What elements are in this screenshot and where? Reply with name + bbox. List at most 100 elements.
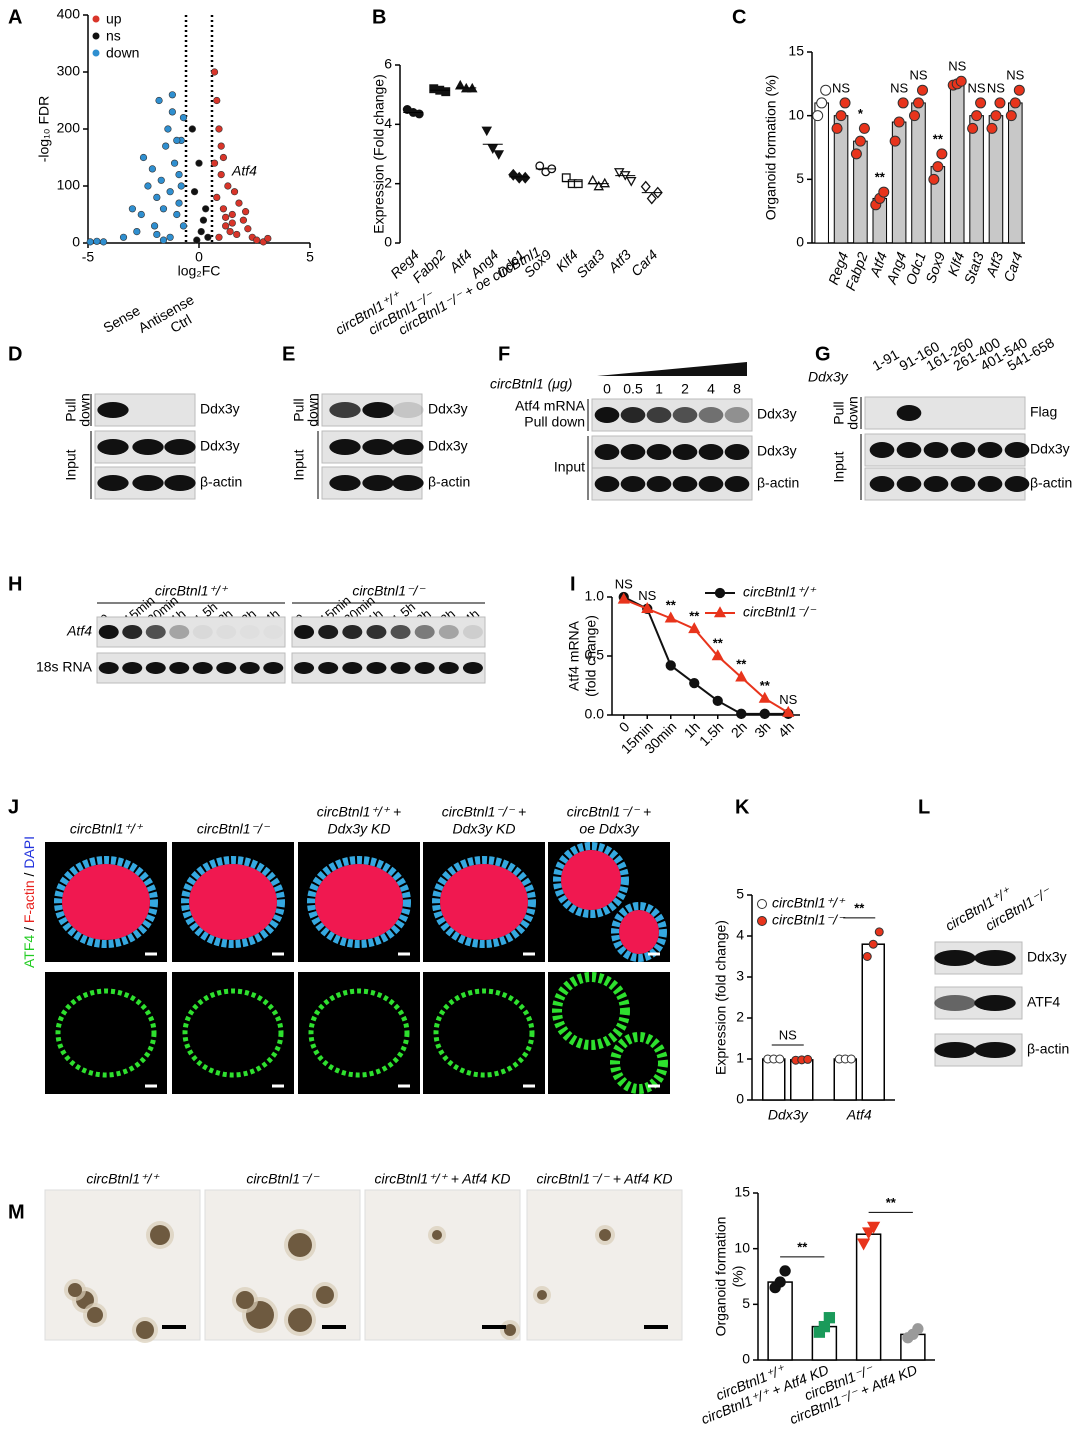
protein-label: β-actin bbox=[428, 474, 470, 490]
significance: NS bbox=[779, 692, 797, 707]
band bbox=[698, 444, 724, 460]
legend-label: circBtnl1⁻/⁻ bbox=[743, 604, 817, 620]
organoid-lumen bbox=[619, 910, 659, 954]
x-tick-label: 0 bbox=[195, 249, 203, 265]
organoid-lumen bbox=[189, 864, 277, 940]
band bbox=[620, 476, 646, 492]
stain-part: / bbox=[21, 869, 37, 881]
point bbox=[179, 113, 188, 122]
column-label: circBtnl1⁺/⁺ + Atf4 KD bbox=[374, 1171, 510, 1187]
organoid-lumen bbox=[561, 850, 621, 910]
band bbox=[263, 662, 284, 674]
brightfield-image bbox=[44, 1189, 201, 1341]
lane-label: 0 bbox=[603, 381, 611, 397]
x-tick-label: Ddx3y bbox=[768, 1107, 809, 1123]
point bbox=[820, 84, 832, 96]
x-tick-label: 3h bbox=[751, 718, 773, 740]
column-label: circBtnl1⁻/⁻ + bbox=[442, 804, 526, 820]
significance: * bbox=[858, 106, 864, 121]
significance: NS bbox=[968, 80, 986, 95]
band bbox=[977, 476, 1003, 492]
column-label: Ddx3y KD bbox=[452, 821, 515, 837]
lane-label: 4 bbox=[707, 381, 715, 397]
point bbox=[159, 236, 168, 244]
y-tick-label: 0 bbox=[72, 234, 80, 250]
point bbox=[779, 1265, 791, 1277]
band bbox=[390, 625, 411, 639]
lane-label: Sense bbox=[100, 302, 143, 336]
column-label: oe Ddx3y bbox=[579, 821, 639, 837]
band bbox=[318, 625, 339, 639]
band bbox=[239, 662, 260, 674]
y-tick-label: 2 bbox=[384, 174, 392, 190]
point bbox=[215, 233, 223, 241]
y-axis-label: Expression (Fold change) bbox=[371, 74, 387, 234]
point bbox=[197, 228, 205, 236]
legend-label: circBtnl1⁺/⁺ bbox=[743, 584, 817, 600]
y-tick-label: 10 bbox=[734, 1239, 750, 1255]
point bbox=[202, 205, 210, 213]
point bbox=[688, 622, 701, 634]
point bbox=[535, 161, 545, 171]
organoid-core bbox=[432, 1230, 442, 1240]
point bbox=[1005, 110, 1017, 122]
panel-label: A bbox=[8, 6, 22, 28]
legend-label: down bbox=[106, 45, 139, 61]
significance: NS bbox=[1006, 68, 1024, 83]
organoid-core bbox=[316, 1286, 334, 1304]
x-tick-label: Atf4 bbox=[846, 1107, 872, 1123]
band bbox=[950, 442, 976, 458]
y-tick-label: 1 bbox=[736, 1050, 744, 1066]
band bbox=[132, 475, 164, 491]
organoid-core bbox=[288, 1308, 312, 1332]
point bbox=[177, 182, 185, 190]
point bbox=[414, 109, 424, 119]
point bbox=[967, 122, 979, 134]
x-axis-label: log₂FC bbox=[178, 263, 221, 279]
point bbox=[454, 79, 466, 90]
y-tick-label: 0 bbox=[736, 1091, 744, 1107]
point bbox=[188, 125, 196, 133]
band bbox=[392, 402, 424, 418]
bar bbox=[911, 102, 926, 244]
point bbox=[986, 122, 998, 134]
significance: NS bbox=[779, 1027, 797, 1042]
organoid-core bbox=[136, 1321, 154, 1339]
point bbox=[878, 186, 890, 198]
point bbox=[889, 135, 901, 147]
point bbox=[646, 192, 657, 205]
significance: ** bbox=[689, 608, 700, 623]
band bbox=[978, 405, 1003, 421]
bar bbox=[969, 115, 984, 244]
point bbox=[917, 84, 928, 96]
point bbox=[736, 708, 747, 719]
y-tick-label: 0 bbox=[796, 234, 804, 250]
y-tick-label: 0 bbox=[742, 1351, 750, 1367]
point bbox=[858, 122, 870, 134]
band bbox=[974, 950, 1016, 966]
point bbox=[222, 213, 230, 221]
bar bbox=[833, 1058, 857, 1101]
band bbox=[169, 662, 190, 674]
band bbox=[934, 995, 976, 1011]
point bbox=[774, 1276, 786, 1288]
x-tick-label: Car4 bbox=[628, 246, 661, 279]
band bbox=[594, 476, 620, 492]
point bbox=[173, 210, 181, 219]
band bbox=[869, 476, 895, 492]
organoid-lumen bbox=[440, 864, 528, 940]
band bbox=[362, 402, 394, 418]
point bbox=[153, 230, 161, 239]
point bbox=[846, 1054, 856, 1064]
point bbox=[215, 125, 223, 133]
point bbox=[975, 97, 987, 109]
stain-part: DAPI bbox=[21, 836, 37, 869]
column-label: circBtnl1⁻/⁻ bbox=[246, 1171, 320, 1187]
y-tick-label: 5 bbox=[736, 886, 744, 902]
row-label: Atf4 bbox=[66, 623, 92, 639]
stain-part: ATF4 bbox=[21, 935, 37, 968]
bar bbox=[988, 115, 1004, 244]
band bbox=[366, 625, 387, 639]
band bbox=[672, 476, 698, 492]
band bbox=[342, 662, 363, 674]
